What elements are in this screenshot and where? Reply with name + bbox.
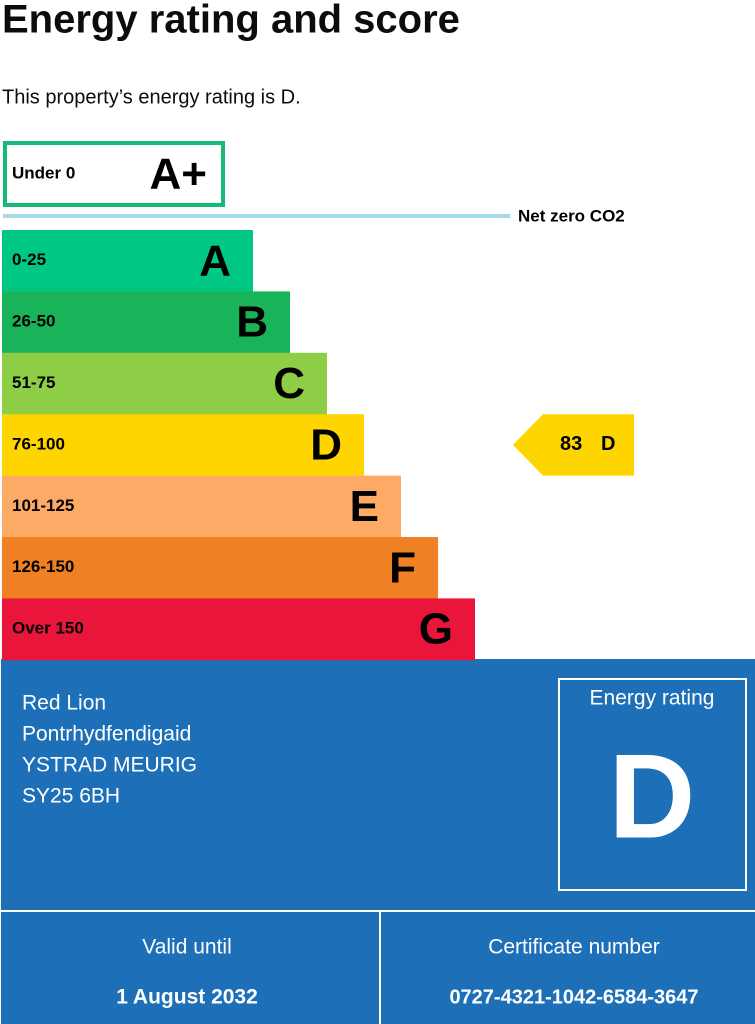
valid-label: Valid until [142, 936, 232, 959]
band-range: 126-150 [12, 557, 74, 576]
band-letter: D [310, 421, 342, 470]
band-letter: A [199, 236, 231, 285]
current-score: 83 [560, 433, 582, 455]
band-range: 76-100 [12, 434, 65, 453]
band-range: Under 0 [12, 163, 75, 182]
band [2, 230, 253, 292]
band-letter: A+ [150, 150, 207, 199]
address-line: Red Lion [22, 692, 106, 715]
band [2, 537, 438, 599]
band-letter: G [419, 605, 453, 654]
band [2, 475, 401, 538]
band-letter: C [273, 359, 305, 408]
address-line: YSTRAD MEURIG [22, 754, 197, 777]
certificate-number: 0727-4321-1042-6584-3647 [449, 986, 698, 1008]
band-letter: E [350, 482, 379, 531]
intro: This property’s energy rating is D. [2, 86, 301, 108]
number-label: Certificate number [488, 936, 660, 959]
valid-date: 1 August 2032 [116, 986, 258, 1009]
rating-letter: D [609, 730, 696, 864]
rating-label: Energy rating [590, 687, 715, 710]
certificate-panel [1, 659, 755, 1024]
band [2, 291, 290, 354]
current-letter: D [601, 433, 615, 455]
band-range: 51-75 [12, 373, 55, 392]
title: Energy rating and score [2, 0, 460, 42]
band-range: 101-125 [12, 496, 74, 515]
band [2, 598, 475, 661]
band-letter: B [236, 298, 268, 347]
band [2, 414, 364, 477]
rating-box [558, 678, 747, 891]
address-line: Pontrhydfendigaid [22, 723, 191, 746]
band-letter: F [389, 543, 416, 592]
net-zero-label: Net zero CO2 [518, 206, 625, 225]
band-range: 0-25 [12, 250, 46, 269]
current-arrow [513, 414, 634, 476]
band-range: 26-50 [12, 312, 55, 331]
band [2, 352, 327, 415]
address-line: SY25 6BH [22, 785, 120, 808]
top-band [3, 141, 225, 207]
band-range: Over 150 [12, 619, 84, 638]
